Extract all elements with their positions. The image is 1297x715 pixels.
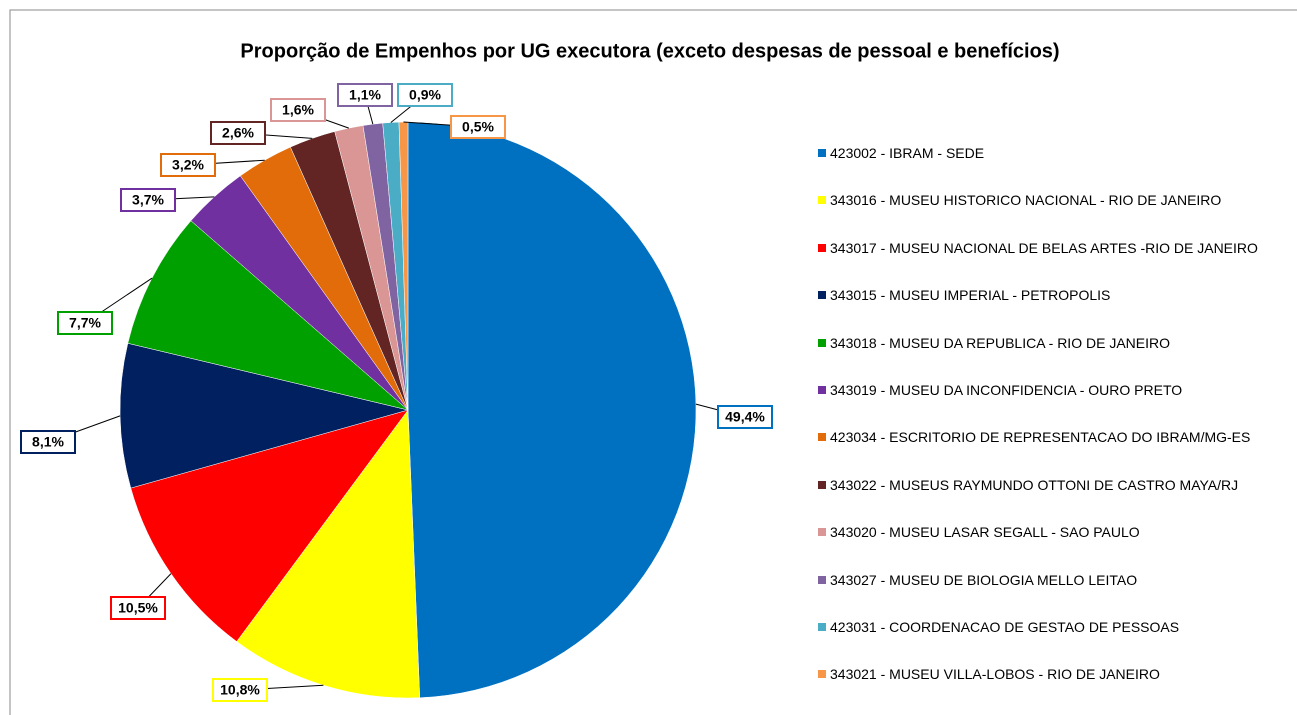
data-label: 1,6% [282,102,314,118]
data-label: 0,5% [462,119,494,135]
legend-item: 343027 - MUSEU DE BIOLOGIA MELLO LEITAO [818,572,1137,589]
legend-item: 423034 - ESCRITORIO DE REPRESENTACAO DO … [818,429,1250,446]
legend-label: 423002 - IBRAM - SEDE [830,145,985,161]
label-box [160,153,216,177]
legend-item: 343015 - MUSEU IMPERIAL - PETROPOLIS [818,287,1110,304]
label-box [270,98,326,122]
label-box [397,83,453,107]
data-label: 2,6% [222,125,254,141]
data-label: 49,4% [725,409,765,425]
legend-swatch [818,386,826,394]
data-label: 10,5% [118,600,158,616]
data-label: 0,9% [409,87,441,103]
label-box [450,115,506,139]
legend-label: 423034 - ESCRITORIO DE REPRESENTACAO DO … [830,429,1251,446]
pie-slice [127,220,409,411]
label-box [110,596,166,620]
legend-label: 343020 - MUSEU LASAR SEGALL - SAO PAULO [830,524,1140,541]
chart-title: Proporção de Empenhos por UG executora (… [240,40,1059,62]
legend-swatch [818,291,826,300]
legend-swatch [818,480,826,489]
legend-item: 343021 - MUSEU VILLA-LOBOS - RIO DE JANE… [818,666,1160,683]
pie-slice [119,342,409,489]
legend-label: 343016 - MUSEU HISTORICO NACIONAL - RIO … [830,192,1222,209]
legend-swatch [818,433,826,442]
pie-slice [236,409,421,699]
pie-slice [407,121,697,699]
legend-item: 343019 - MUSEU DA INCONFIDENCIA - OURO P… [818,382,1182,399]
label-box [717,405,773,429]
legend-label: 343015 - MUSEU IMPERIAL - PETROPOLIS [830,287,1111,304]
legend-item: 343018 - MUSEU DA REPUBLICA - RIO DE JAN… [818,335,1170,352]
data-label: 8,1% [32,434,64,450]
legend-label: 343019 - MUSEU DA INCONFIDENCIA - OURO P… [830,382,1183,398]
legend-swatch [818,575,826,584]
legend-label: 343021 - MUSEU VILLA-LOBOS - RIO DE JANE… [830,666,1160,683]
legend-item: 343016 - MUSEU HISTORICO NACIONAL - RIO … [818,192,1221,209]
legend-swatch [818,623,826,631]
legend-item: 423002 - IBRAM - SEDE [818,145,984,162]
legend-label: 343017 - MUSEU NACIONAL DE BELAS ARTES -… [830,239,1258,256]
label-box [210,121,266,145]
legend-item: 343020 - MUSEU LASAR SEGALL - SAO PAULO [818,524,1140,541]
legend-swatch [818,528,826,537]
legend-swatch [818,670,826,679]
legend-item: 423031 - COORDENACAO DE GESTAO DE PESSOA… [818,619,1179,636]
legend-swatch [818,338,826,347]
label-box [120,188,176,212]
legend-label: 343022 - MUSEUS RAYMUNDO OTTONI DE CASTR… [830,476,1239,493]
label-box [337,83,393,107]
legend-item: 343022 - MUSEUS RAYMUNDO OTTONI DE CASTR… [818,477,1238,494]
legend-swatch [818,149,826,157]
data-label: 3,7% [132,192,164,208]
legend-label: 343018 - MUSEU DA REPUBLICA - RIO DE JAN… [830,334,1170,351]
legend-swatch [818,243,826,252]
label-box [212,678,268,702]
label-box [57,311,113,335]
legend-item: 343017 - MUSEU NACIONAL DE BELAS ARTES -… [818,240,1258,257]
data-label: 7,7% [69,315,101,331]
legend-label: 423031 - COORDENACAO DE GESTAO DE PESSOA… [830,619,1180,635]
data-label: 3,2% [172,157,204,173]
legend-label: 343027 - MUSEU DE BIOLOGIA MELLO LEITAO [830,571,1138,588]
legend-swatch [818,196,826,205]
data-label: 10,8% [220,682,260,698]
label-box [20,430,76,454]
data-label: 1,1% [349,87,381,103]
